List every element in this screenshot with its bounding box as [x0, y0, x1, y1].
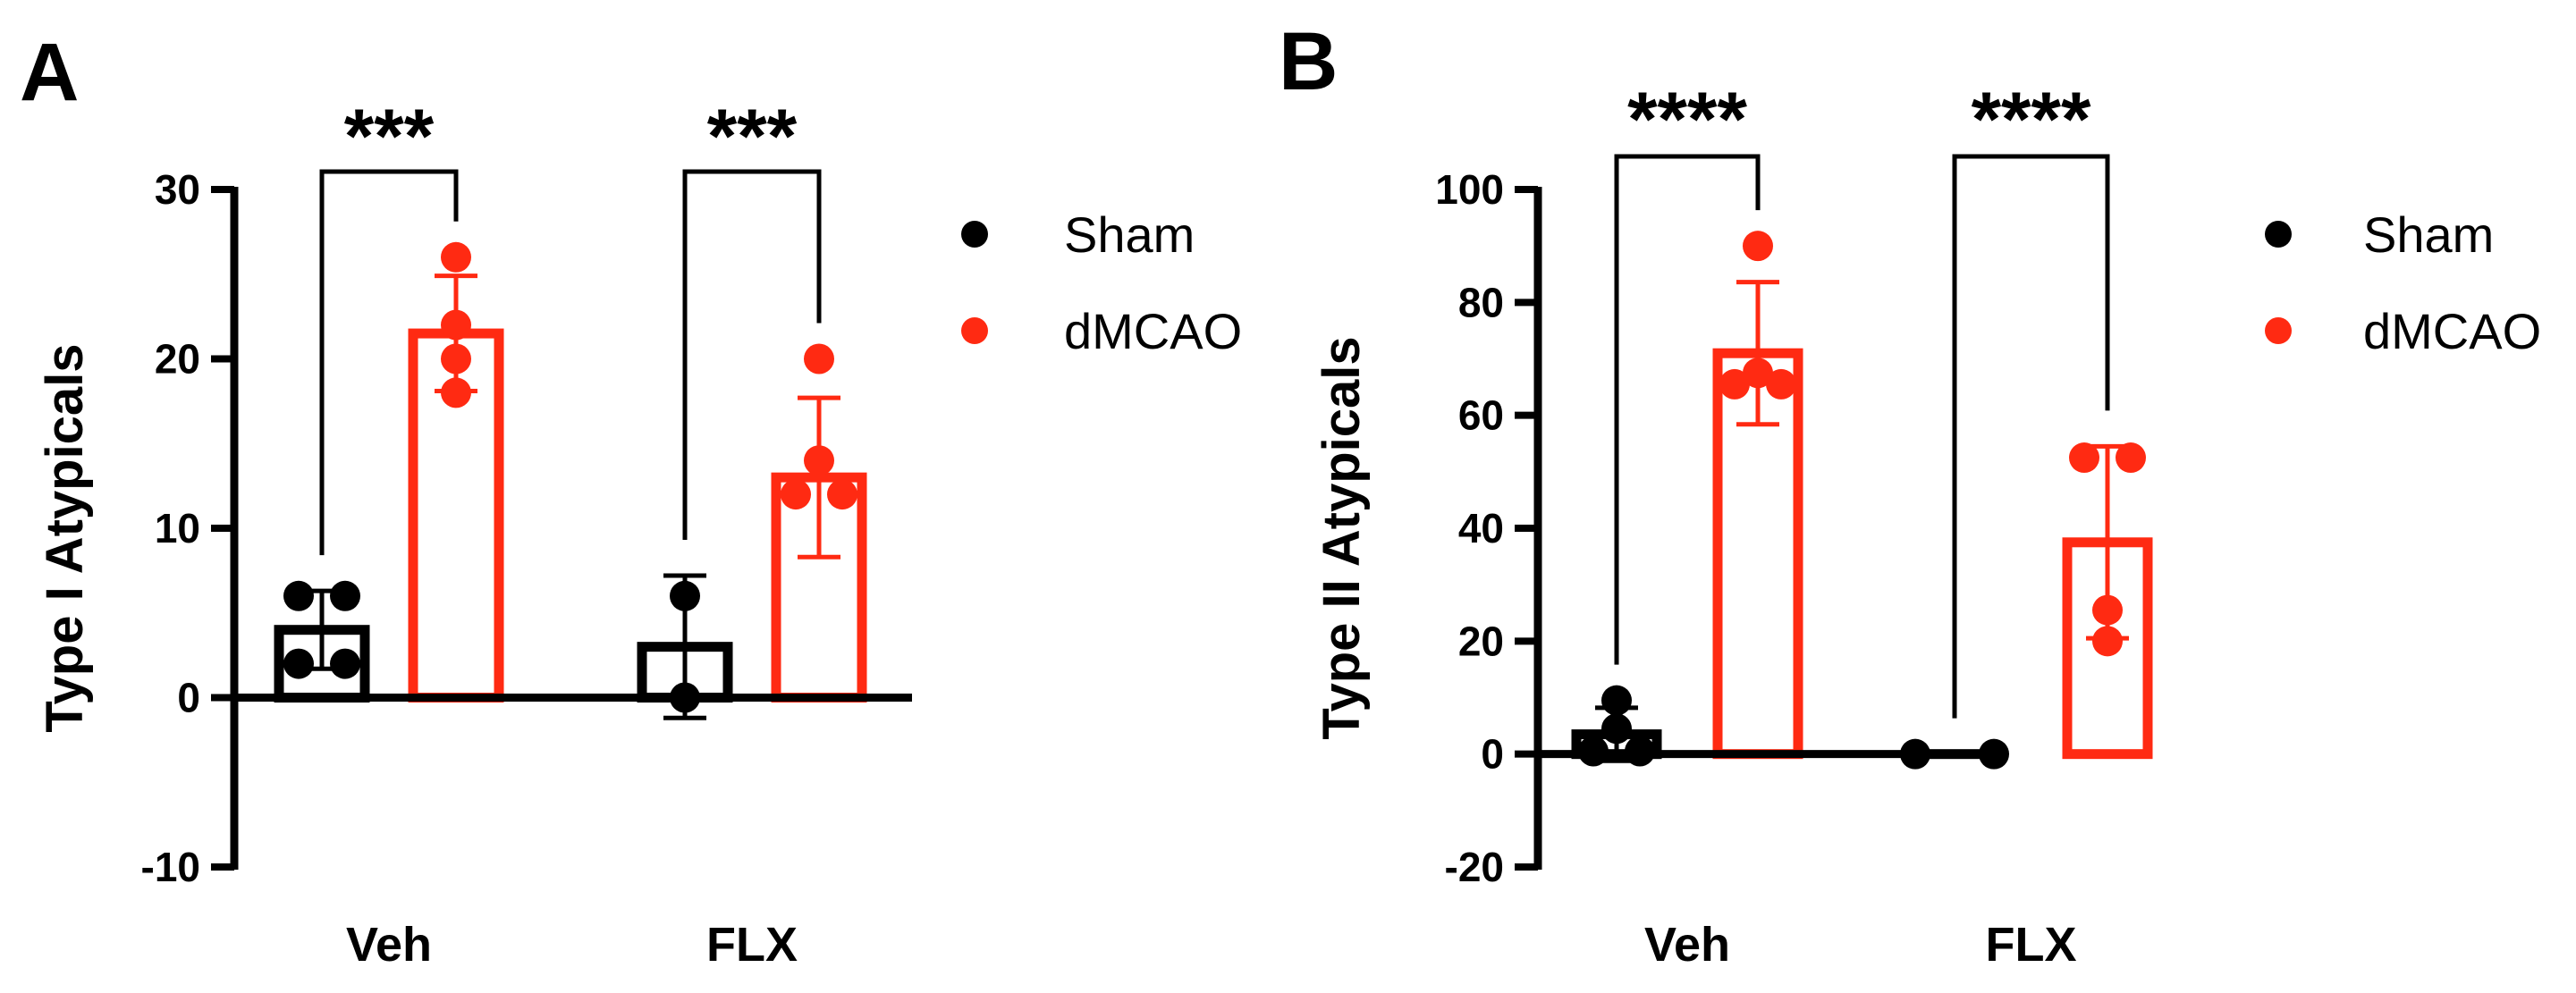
panel-a-y-tick-label-0: 0 — [177, 675, 200, 721]
panel-a-point-sham-veh-4 — [330, 649, 360, 679]
panel-a-point-dmcao-veh-3 — [441, 344, 471, 374]
panel-b-point-sham-veh-3 — [1578, 736, 1609, 767]
panel-a-legend-dmcao: dMCAO — [1064, 303, 1242, 359]
panel-b-legend: Sham dMCAO — [2265, 206, 2541, 359]
panel-b-y-tick-label-20: 20 — [1458, 618, 1504, 664]
panel-a-significance-flx: *** — [707, 94, 798, 180]
panel-a-y-tick-label-10: 10 — [155, 505, 200, 551]
panel-b-y-tick-label-40: 40 — [1458, 505, 1504, 551]
panel-b-y-tick-label-100: 100 — [1435, 166, 1504, 213]
panel-a-label: A — [20, 27, 79, 118]
panel-b-point-sham-veh-1 — [1601, 686, 1632, 716]
panel-b-significance-veh: **** — [1627, 77, 1747, 163]
panel-a-point-dmcao-veh-4 — [441, 377, 471, 408]
panel-a-point-dmcao-flx-3 — [781, 479, 811, 509]
panel-b-legend-marker-dmcao — [2265, 317, 2292, 344]
panel-b-point-dmcao-veh-1 — [1743, 231, 1773, 261]
panel-a-point-sham-flx-1 — [670, 581, 700, 611]
panel-a-x-tick-veh: Veh — [346, 918, 432, 972]
panel-b-point-dmcao-flx-4 — [2092, 626, 2123, 656]
panel-b-point-dmcao-flx-2 — [2116, 442, 2146, 473]
panel-b-point-dmcao-veh-3 — [1719, 369, 1750, 400]
panel-b-significance-bracket-veh — [1617, 156, 1758, 665]
panel-a-y-tick-label-30: 30 — [155, 166, 200, 213]
panel-b-point-sham-veh-2 — [1601, 713, 1632, 744]
panel-b-legend-marker-sham — [2265, 221, 2292, 248]
panel-a-point-sham-veh-3 — [283, 649, 314, 679]
panel-b-point-sham-veh-4 — [1625, 736, 1655, 767]
panel-b-point-sham-flx-1 — [1900, 739, 1930, 770]
panel-a-point-dmcao-veh-1 — [441, 242, 471, 273]
panel-b-point-dmcao-flx-1 — [2069, 442, 2099, 473]
panel-a-x-tick-flx: FLX — [706, 918, 798, 972]
panel-b-y-tick-label-0: 0 — [1481, 731, 1504, 778]
panel-a-point-sham-veh-2 — [330, 581, 360, 611]
panel-b-point-dmcao-veh-4 — [1766, 369, 1796, 400]
panel-b-y-axis-label: Type II Atypicals — [1313, 336, 1371, 739]
panel-b-point-dmcao-flx-3 — [2092, 595, 2123, 626]
panel-a: A Type I Atypicals -10 0 10 20 30 Veh FLX **… — [20, 27, 1242, 972]
panel-b-x-tick-veh: Veh — [1644, 918, 1730, 972]
panel-b-legend-sham: Sham — [2363, 206, 2494, 263]
panel-a-y-axis-label: Type I Atypicals — [36, 343, 94, 732]
panel-a-legend-sham: Sham — [1064, 206, 1195, 263]
panel-a-y-tick-label-20: 20 — [155, 336, 200, 383]
panel-b-label: B — [1279, 16, 1338, 107]
panel-b-legend-dmcao: dMCAO — [2363, 303, 2541, 359]
panel-a-point-dmcao-veh-2 — [441, 310, 471, 341]
panel-a-legend-marker-dmcao — [961, 317, 988, 344]
panel-a-point-dmcao-flx-2 — [804, 445, 834, 475]
panel-a-legend: Sham dMCAO — [961, 206, 1242, 359]
panel-a-point-dmcao-flx-4 — [827, 479, 857, 509]
panel-b-y-tick-label-80: 80 — [1458, 279, 1504, 325]
panel-a-legend-marker-sham — [961, 221, 988, 248]
panel-b-significance-bracket-flx — [1955, 156, 2107, 719]
panel-b-y-tick-label-neg20: -20 — [1445, 844, 1504, 890]
panel-a-significance-veh: *** — [344, 94, 435, 180]
panel-a-point-sham-flx-2 — [670, 683, 700, 713]
panel-a-y-tick-label-neg10: -10 — [141, 844, 200, 890]
panel-b-y-tick-label-60: 60 — [1458, 392, 1504, 439]
panel-a-significance-bracket-veh — [322, 172, 456, 555]
panel-b-significance-flx: **** — [1972, 77, 2091, 163]
panel-b-x-tick-flx: FLX — [1986, 918, 2077, 972]
panel-a-point-dmcao-flx-1 — [804, 344, 834, 374]
panel-b-point-sham-flx-2 — [1979, 739, 2009, 770]
panel-a-point-sham-veh-1 — [283, 581, 314, 611]
